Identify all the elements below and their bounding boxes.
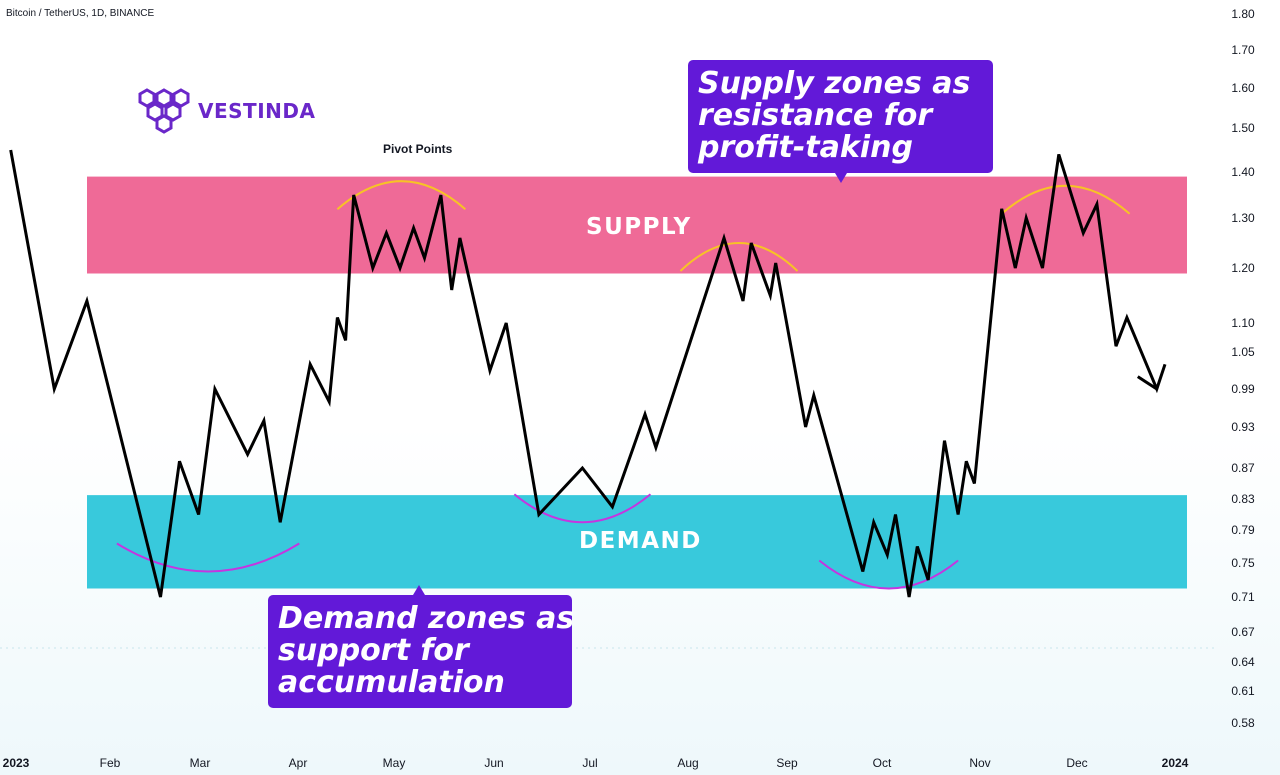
y-tick-label: 1.70 xyxy=(1231,43,1255,57)
x-tick-label: Feb xyxy=(99,756,121,770)
demand-callout-line: Demand zones as xyxy=(278,601,575,636)
supply-callout: Supply zones as resistance for profit-ta… xyxy=(688,60,993,173)
demand-zone-label: DEMAND xyxy=(579,528,702,554)
y-tick-label: 1.40 xyxy=(1231,165,1255,179)
y-tick-label: 0.58 xyxy=(1231,716,1255,730)
y-tick-label: 1.50 xyxy=(1231,121,1255,135)
supply-callout-line: profit-taking xyxy=(698,130,913,165)
demand-callout-line: support for xyxy=(278,633,469,668)
pivot-arc-top xyxy=(679,242,799,272)
x-tick-label: Dec xyxy=(1066,756,1088,770)
zones-layer xyxy=(87,176,1187,589)
hexagon-cluster-icon xyxy=(138,88,190,134)
x-tick-label: Mar xyxy=(189,756,211,770)
supply-zone-label: SUPPLY xyxy=(586,214,692,240)
demand-callout-line: accumulation xyxy=(278,665,505,700)
symbol-title: Bitcoin / TetherUS, 1D, BINANCE xyxy=(6,8,155,19)
y-tick-label: 0.99 xyxy=(1231,382,1255,396)
y-tick-label: 0.64 xyxy=(1231,655,1255,669)
pivot-arc-bottom xyxy=(818,559,959,590)
x-tick-label: Apr xyxy=(288,756,308,770)
demand-zone xyxy=(87,495,1187,589)
x-tick-label: Jun xyxy=(484,756,504,770)
price-line-layer xyxy=(9,149,1167,598)
y-tick-label: 0.71 xyxy=(1231,590,1255,604)
x-tick-label: Oct xyxy=(872,756,892,770)
supply-callout-line: resistance for xyxy=(698,98,933,133)
y-tick-label: 0.61 xyxy=(1231,684,1255,698)
supply-callout-line: Supply zones as xyxy=(698,66,971,101)
x-tick-label: Nov xyxy=(969,756,991,770)
pivot-arc-bottom xyxy=(116,542,300,573)
y-tick-label: 1.80 xyxy=(1231,7,1255,21)
supply-zone xyxy=(87,176,1187,274)
y-tick-label: 1.20 xyxy=(1231,261,1255,275)
demand-callout: Demand zones as support for accumulation xyxy=(268,595,575,708)
y-tick-label: 0.83 xyxy=(1231,492,1255,506)
y-tick-label: 1.10 xyxy=(1231,316,1255,330)
x-tick-label: May xyxy=(382,756,406,770)
pivot-arc-bottom xyxy=(513,493,652,524)
y-tick-label: 1.30 xyxy=(1231,211,1255,225)
y-tick-label: 0.93 xyxy=(1231,420,1255,434)
y-tick-label: 1.05 xyxy=(1231,345,1255,359)
vestinda-logo: VESTINDA xyxy=(138,88,315,134)
x-tick-label: Aug xyxy=(677,756,699,770)
price-line xyxy=(9,149,1167,598)
price-arrow-head xyxy=(1136,375,1158,391)
y-tick-label: 0.87 xyxy=(1231,461,1255,475)
logo-text: VESTINDA xyxy=(198,99,316,123)
y-tick-label: 0.67 xyxy=(1231,625,1255,639)
x-tick-label: 2024 xyxy=(1161,756,1189,770)
demand-callout-pointer xyxy=(413,585,425,595)
y-tick-label: 0.75 xyxy=(1231,556,1255,570)
x-tick-label: Sep xyxy=(776,756,798,770)
pivot-points-label: Pivot Points xyxy=(383,142,453,156)
y-tick-label: 1.60 xyxy=(1231,81,1255,95)
x-tick-label: 2023 xyxy=(2,756,30,770)
x-tick-label: Jul xyxy=(582,756,598,770)
pivot-arc-top xyxy=(1001,184,1131,215)
supply-callout-pointer xyxy=(835,173,847,183)
y-tick-label: 0.79 xyxy=(1231,523,1255,537)
